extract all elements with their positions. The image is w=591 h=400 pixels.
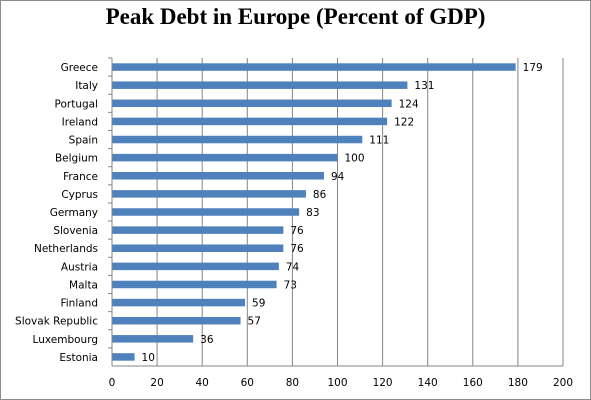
axes <box>108 57 563 367</box>
data-label: 73 <box>284 279 297 291</box>
bar <box>112 262 279 271</box>
data-label: 122 <box>394 116 414 128</box>
data-label: 10 <box>142 352 155 364</box>
data-label: 111 <box>369 135 389 147</box>
data-label: 100 <box>345 153 365 165</box>
bar <box>112 117 388 126</box>
data-label: 131 <box>414 80 434 92</box>
x-tick-label: 80 <box>286 377 299 389</box>
bar <box>112 353 135 361</box>
category-label: Austria <box>61 261 98 273</box>
data-label: 124 <box>399 98 419 110</box>
x-tick-label: 160 <box>463 377 483 389</box>
category-label: Greece <box>61 62 98 74</box>
x-tick-label: 40 <box>196 377 209 389</box>
data-label: 179 <box>523 62 543 74</box>
bar <box>112 99 392 108</box>
x-tick-label: 0 <box>109 377 116 389</box>
bar <box>112 135 363 144</box>
bar <box>112 316 241 325</box>
category-label: Luxembourg <box>33 334 98 346</box>
category-label: Cyprus <box>61 189 98 201</box>
category-label: Ireland <box>62 116 98 128</box>
data-label: 36 <box>200 334 214 346</box>
category-label: Slovenia <box>53 225 98 237</box>
data-label: 83 <box>306 207 319 219</box>
bar <box>112 172 324 180</box>
category-label: Netherlands <box>34 243 98 255</box>
bar <box>112 335 194 343</box>
data-label: 74 <box>286 261 300 273</box>
x-tick-label: 60 <box>241 377 254 389</box>
bar <box>112 63 516 71</box>
bars <box>112 63 516 361</box>
category-label: Spain <box>69 135 98 147</box>
bar <box>112 81 408 89</box>
bar <box>112 153 338 162</box>
bar <box>112 244 284 252</box>
category-label: Italy <box>75 80 98 92</box>
labels: 0 20 40 60 80 100 120 140 160 180 200 Greece 179 Ital… <box>15 62 573 389</box>
chart-title: Peak Debt in Europe (Percent of GDP) <box>105 4 486 29</box>
x-tick-label: 120 <box>373 377 393 389</box>
category-label: Slovak Republic <box>15 316 98 328</box>
x-tick-label: 140 <box>418 377 438 389</box>
data-label: 76 <box>290 225 304 237</box>
category-label: Finland <box>60 298 98 310</box>
bar <box>112 190 306 198</box>
category-label: Germany <box>50 207 98 219</box>
category-label: Portugal <box>55 98 99 110</box>
category-label: Estonia <box>59 352 98 364</box>
category-label: Belgium <box>55 153 98 165</box>
data-label: 94 <box>331 171 345 183</box>
category-label: Malta <box>69 279 98 291</box>
data-label: 76 <box>290 243 304 255</box>
x-tick-label: 100 <box>327 377 347 389</box>
x-tick-label: 180 <box>508 377 528 389</box>
bar <box>112 226 284 234</box>
bar <box>112 298 246 307</box>
data-label: 59 <box>252 298 265 310</box>
category-label: France <box>63 171 98 183</box>
data-label: 57 <box>248 316 261 328</box>
x-tick-label: 200 <box>553 377 573 389</box>
bar <box>112 208 300 216</box>
data-label: 86 <box>313 189 327 201</box>
x-tick-label: 20 <box>150 377 163 389</box>
bar <box>112 280 277 289</box>
